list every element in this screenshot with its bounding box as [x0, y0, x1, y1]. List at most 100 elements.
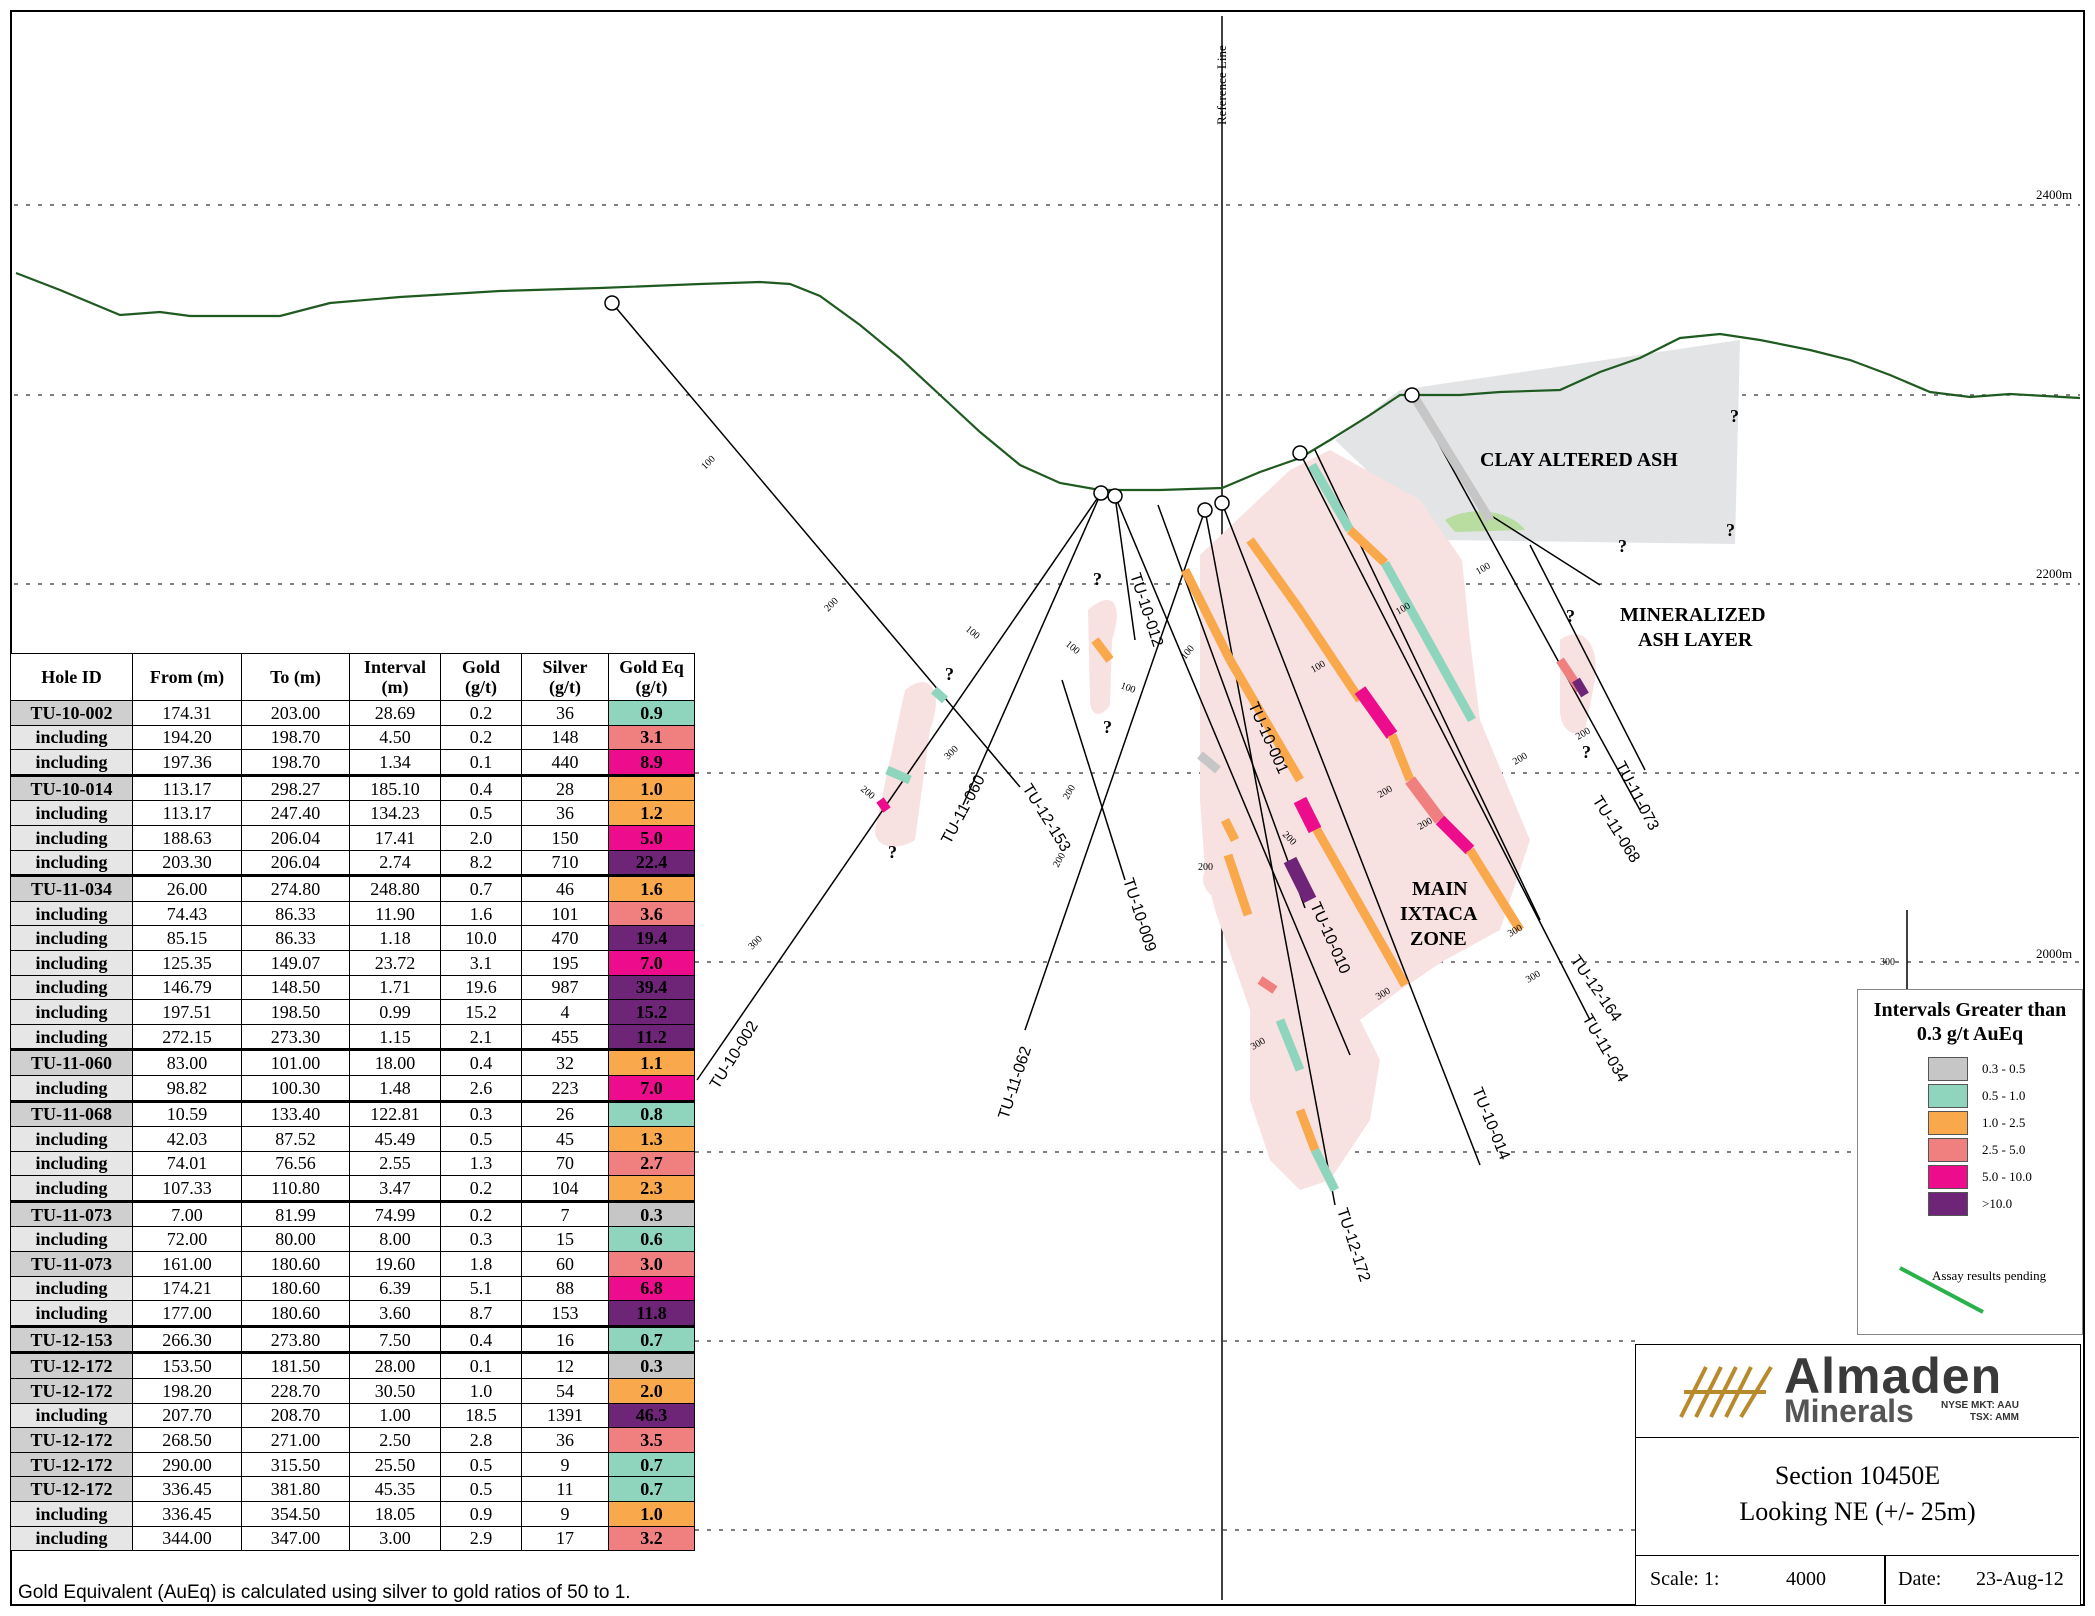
interval-cell: 185.10	[349, 773, 441, 802]
gold-eq-cell: 8.9	[608, 749, 695, 776]
question-mark: ?	[1730, 406, 1739, 426]
table-row: including 336.45 354.50 18.05 0.9 9 1.0	[10, 1501, 695, 1527]
table-row: TU-12-172 268.50 271.00 2.50 2.8 36 3.5	[10, 1427, 695, 1453]
interval-cell: 45.35	[349, 1476, 441, 1502]
hole-id-cell: including	[10, 974, 133, 1001]
depth-tick: 100	[1179, 643, 1197, 662]
table-row: including 272.15 273.30 1.15 2.1 455 11.2	[10, 1023, 695, 1051]
to-cell: 101.00	[241, 1048, 350, 1076]
gold-cell: 2.8	[440, 1427, 522, 1453]
hole-id-cell: including	[10, 1402, 133, 1429]
interval-tu-11-062-b	[1197, 751, 1221, 774]
uncertainty-marks: ? ? ? ? ? ? ? ? ?	[888, 406, 1739, 862]
gold-eq-cell: 15.2	[608, 999, 695, 1025]
hole-label-tu-10-009: TU-10-009	[1119, 876, 1159, 954]
hole-id-cell: TU-12-172	[10, 1451, 133, 1478]
interval-tu-11-073-b	[1572, 677, 1589, 698]
interval-tu-12-172-b	[1275, 1018, 1305, 1072]
collar-tu-12-153	[604, 295, 620, 311]
hole-id-cell: including	[10, 999, 133, 1025]
zone-label-main-2: IXTACA	[1400, 903, 1478, 925]
interval-cell: 3.00	[349, 1525, 441, 1552]
gold-eq-cell: 1.1	[608, 1048, 695, 1076]
gold-cell: 1.0	[440, 1378, 522, 1404]
collar-tu-11-068	[1404, 387, 1420, 403]
from-cell: 268.50	[132, 1427, 242, 1453]
to-cell: 81.99	[241, 1199, 350, 1228]
table-row: TU-11-073 7.00 81.99 74.99 0.2 7 0.3	[10, 1199, 695, 1228]
depth-tick: 200	[858, 784, 877, 802]
table-row: including 344.00 347.00 3.00 2.9 17 3.2	[10, 1525, 695, 1552]
legend-swatch	[1928, 1057, 1968, 1081]
table-row: TU-11-034 26.00 274.80 248.80 0.7 46 1.6	[10, 874, 695, 902]
hole-id-cell: including	[10, 1150, 133, 1177]
silver-cell: 1391	[521, 1402, 609, 1429]
hole-trace-tu-12-153	[611, 302, 1021, 788]
hole-id-cell: TU-12-172	[10, 1476, 133, 1502]
interval-tu-10-001-a	[1180, 567, 1235, 663]
mineralized-ash-layer-zone	[1445, 511, 1525, 532]
interval-tu-11-068-b	[1381, 560, 1476, 723]
question-mark: ?	[1582, 742, 1591, 762]
table-row: including 197.51 198.50 0.99 15.2 4 15.2	[10, 999, 695, 1025]
col-to: To (m)	[241, 653, 350, 701]
col-hole-id: Hole ID	[10, 653, 133, 701]
table-row: including 146.79 148.50 1.71 19.6 987 39.4	[10, 974, 695, 1001]
from-cell: 177.00	[132, 1300, 242, 1327]
hole-trace-tu-11-034	[1299, 452, 1591, 1021]
date-label: Date:	[1898, 1568, 1942, 1590]
table-row: including 113.17 247.40 134.23 0.5 36 1.2	[10, 800, 695, 826]
interval-cell: 25.50	[349, 1451, 441, 1478]
logo-glyph-icon	[1679, 1365, 1773, 1419]
hole-id-cell: including	[10, 1175, 133, 1202]
interval-tu-11-034-a	[1308, 462, 1354, 533]
footnote: Gold Equivalent (AuEq) is calculated usi…	[18, 1582, 631, 1603]
gold-eq-cell: 6.8	[608, 1275, 695, 1302]
interval-tu-10-014-c	[1354, 686, 1398, 739]
hole-id-cell: including	[10, 1074, 133, 1102]
silver-cell: 101	[521, 900, 609, 927]
gold-cell: 0.7	[440, 874, 522, 902]
gold-eq-cell: 0.7	[608, 1324, 695, 1354]
table-row: TU-11-060 83.00 101.00 18.00 0.4 32 1.1	[10, 1048, 695, 1076]
table-row: including 98.82 100.30 1.48 2.6 223 7.0	[10, 1074, 695, 1102]
hole-label-tu-10-012: TU-10-012	[1126, 571, 1166, 649]
to-cell: 247.40	[241, 800, 350, 826]
zone-label-main-3: ZONE	[1410, 928, 1467, 950]
interval-cell: 30.50	[349, 1378, 441, 1404]
from-cell: 113.17	[132, 773, 242, 802]
question-mark: ?	[1618, 536, 1627, 556]
scale-label: Scale: 1:	[1650, 1568, 1720, 1590]
from-cell: 344.00	[132, 1525, 242, 1552]
gold-cell: 2.0	[440, 824, 522, 851]
collar-tu-12-172	[1197, 502, 1213, 518]
to-cell: 149.07	[241, 949, 350, 976]
table-row: including 188.63 206.04 17.41 2.0 150 5.0	[10, 824, 695, 851]
logo-text-minerals: Minerals	[1784, 1393, 1914, 1429]
to-cell: 110.80	[241, 1175, 350, 1202]
interval-cell: 2.55	[349, 1150, 441, 1177]
question-mark: ?	[945, 664, 954, 684]
legend-title: Intervals Greater than 0.3 g/t AuEq	[1873, 999, 2067, 1045]
gold-cell: 0.1	[440, 749, 522, 776]
legend-swatch	[1928, 1138, 1968, 1162]
hole-id-cell: including	[10, 1501, 133, 1527]
gold-cell: 8.7	[440, 1300, 522, 1327]
ash-layer-leader	[1489, 514, 1601, 586]
gold-eq-cell: 3.2	[608, 1525, 695, 1552]
table-header-row: Hole ID From (m) To (m) Interval (m) Gold…	[10, 653, 695, 701]
hole-id-cell: including	[10, 824, 133, 851]
interval-cell: 7.50	[349, 1324, 441, 1354]
table-row: including 107.33 110.80 3.47 0.2 104 2.3	[10, 1175, 695, 1202]
gold-cell: 1.8	[440, 1251, 522, 1277]
zone-label-ash-1: MINERALIZED	[1620, 604, 1766, 626]
legend-label: 0.5 - 1.0	[1982, 1088, 2026, 1103]
legend-swatch	[1928, 1165, 1968, 1189]
to-cell: 76.56	[241, 1150, 350, 1177]
from-cell: 107.33	[132, 1175, 242, 1202]
zone-label-ash-2: ASH LAYER	[1638, 629, 1753, 651]
depth-tick: 300	[942, 744, 960, 762]
hole-label-tu-11-034: TU-11-034	[1579, 1012, 1631, 1086]
interval-cell: 74.99	[349, 1199, 441, 1228]
table-row: including 74.43 86.33 11.90 1.6 101 3.6	[10, 900, 695, 927]
